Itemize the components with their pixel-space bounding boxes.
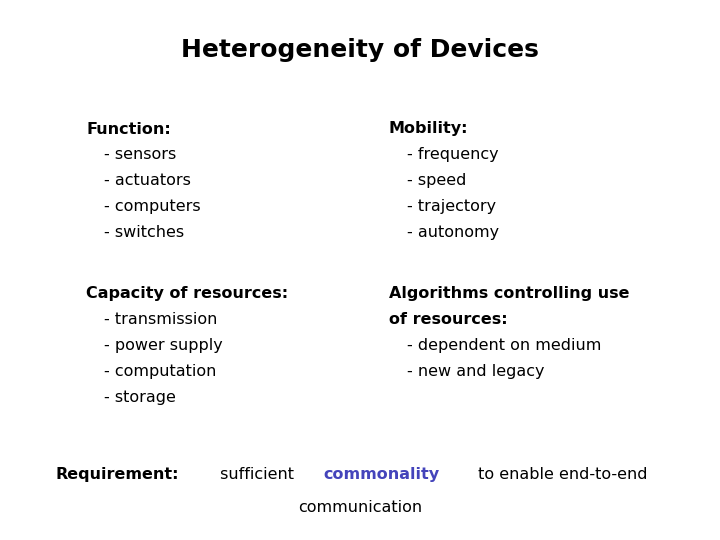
Text: communication: communication <box>298 500 422 515</box>
Text: - trajectory: - trajectory <box>407 199 496 214</box>
Text: - power supply: - power supply <box>104 338 223 353</box>
Text: - switches: - switches <box>104 225 184 240</box>
Text: - autonomy: - autonomy <box>407 225 499 240</box>
Text: commonality: commonality <box>323 467 440 482</box>
Text: Mobility:: Mobility: <box>389 122 468 137</box>
Text: Capacity of resources:: Capacity of resources: <box>86 286 289 301</box>
Text: - new and legacy: - new and legacy <box>407 364 544 379</box>
Text: - dependent on medium: - dependent on medium <box>407 338 601 353</box>
Text: Requirement:: Requirement: <box>55 467 179 482</box>
Text: Heterogeneity of Devices: Heterogeneity of Devices <box>181 38 539 62</box>
Text: - computers: - computers <box>104 199 201 214</box>
Text: - computation: - computation <box>104 364 217 379</box>
Text: - actuators: - actuators <box>104 173 192 188</box>
Text: - frequency: - frequency <box>407 147 498 163</box>
Text: - storage: - storage <box>104 390 176 405</box>
Text: Function:: Function: <box>86 122 171 137</box>
Text: - sensors: - sensors <box>104 147 176 163</box>
Text: of resources:: of resources: <box>389 312 508 327</box>
Text: - transmission: - transmission <box>104 312 217 327</box>
Text: to enable end-to-end: to enable end-to-end <box>473 467 648 482</box>
Text: sufficient: sufficient <box>215 467 299 482</box>
Text: - speed: - speed <box>407 173 466 188</box>
Text: Algorithms controlling use: Algorithms controlling use <box>389 286 629 301</box>
